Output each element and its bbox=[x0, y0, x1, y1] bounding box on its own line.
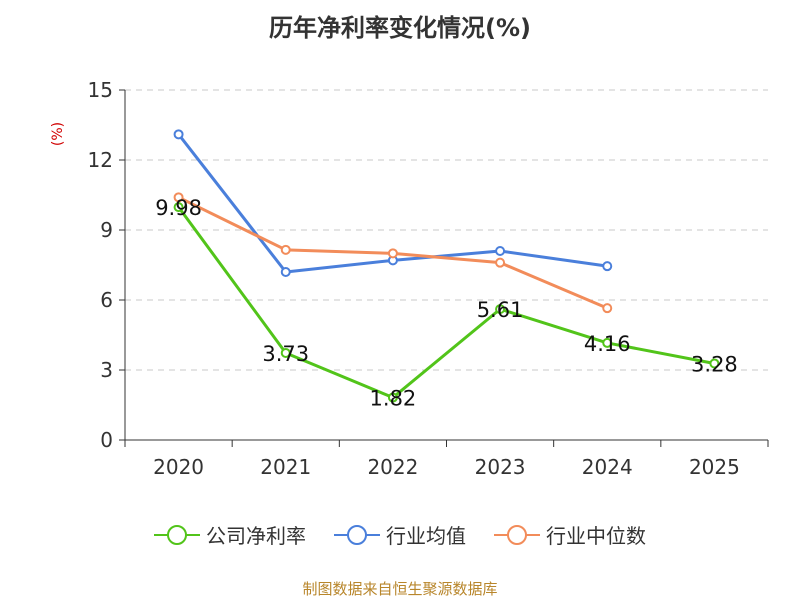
data-label: 1.82 bbox=[370, 387, 417, 411]
data-point bbox=[280, 244, 291, 255]
data-point bbox=[173, 129, 184, 140]
x-tick-label: 2021 bbox=[260, 455, 311, 479]
legend: 公司净利率 行业均值 行业中位数 bbox=[0, 520, 800, 549]
legend-label: 公司净利率 bbox=[206, 524, 306, 548]
data-label: 3.28 bbox=[691, 352, 738, 376]
legend-item[interactable]: 行业中位数 bbox=[494, 520, 646, 549]
data-point bbox=[280, 347, 291, 358]
legend-circle bbox=[507, 524, 527, 545]
series-layer bbox=[173, 129, 720, 403]
x-tick-label: 2022 bbox=[367, 455, 418, 479]
source-note: 制图数据来自恒生聚源数据库 bbox=[302, 580, 498, 598]
legend-marker-icon bbox=[154, 524, 200, 545]
y-tick-label: 0 bbox=[100, 428, 113, 452]
legend-marker-icon bbox=[494, 524, 540, 545]
series-line bbox=[177, 206, 715, 400]
data-point bbox=[280, 267, 291, 277]
data-point bbox=[387, 248, 398, 259]
data-point bbox=[173, 192, 184, 203]
data-point bbox=[173, 202, 184, 213]
y-tick-label: 6 bbox=[100, 288, 113, 312]
data-point bbox=[495, 246, 506, 256]
data-point bbox=[495, 257, 506, 268]
legend-circle bbox=[347, 524, 367, 545]
x-tick-label: 2023 bbox=[475, 455, 526, 479]
y-tick-label: 3 bbox=[100, 358, 113, 382]
data-point bbox=[602, 303, 613, 314]
grid-layer bbox=[125, 89, 768, 371]
data-label: 4.16 bbox=[584, 332, 631, 356]
data-label: 5.61 bbox=[477, 298, 524, 322]
y-tick-label: 15 bbox=[88, 78, 113, 102]
chart-title: 历年净利率变化情况(%) bbox=[269, 14, 531, 42]
data-label: 9.98 bbox=[155, 196, 202, 220]
data-point bbox=[495, 304, 506, 315]
legend-label: 行业均值 bbox=[386, 524, 466, 548]
legend-marker-icon bbox=[334, 524, 380, 545]
data-label: 3.73 bbox=[262, 342, 309, 366]
x-tick-label: 2024 bbox=[582, 455, 633, 479]
x-tick-label: 2025 bbox=[689, 455, 740, 479]
legend-item[interactable]: 行业均值 bbox=[334, 520, 466, 549]
data-point bbox=[709, 358, 720, 369]
legend-circle bbox=[167, 524, 187, 545]
axis-layer: 0 3 6 9 12 15 2020 2021 2022 2023 2024 2025 bbox=[88, 78, 769, 479]
data-point bbox=[387, 392, 398, 403]
legend-item[interactable]: 公司净利率 bbox=[154, 520, 306, 549]
legend-label: 行业中位数 bbox=[546, 524, 646, 548]
data-point bbox=[602, 337, 613, 348]
x-tick-label: 2020 bbox=[153, 455, 204, 479]
y-tick-label: 9 bbox=[100, 218, 113, 242]
data-point bbox=[602, 261, 613, 272]
data-label-layer: 9.98 3.73 1.82 5.61 4.16 3.28 bbox=[155, 196, 738, 410]
y-tick-label: 12 bbox=[88, 148, 113, 172]
